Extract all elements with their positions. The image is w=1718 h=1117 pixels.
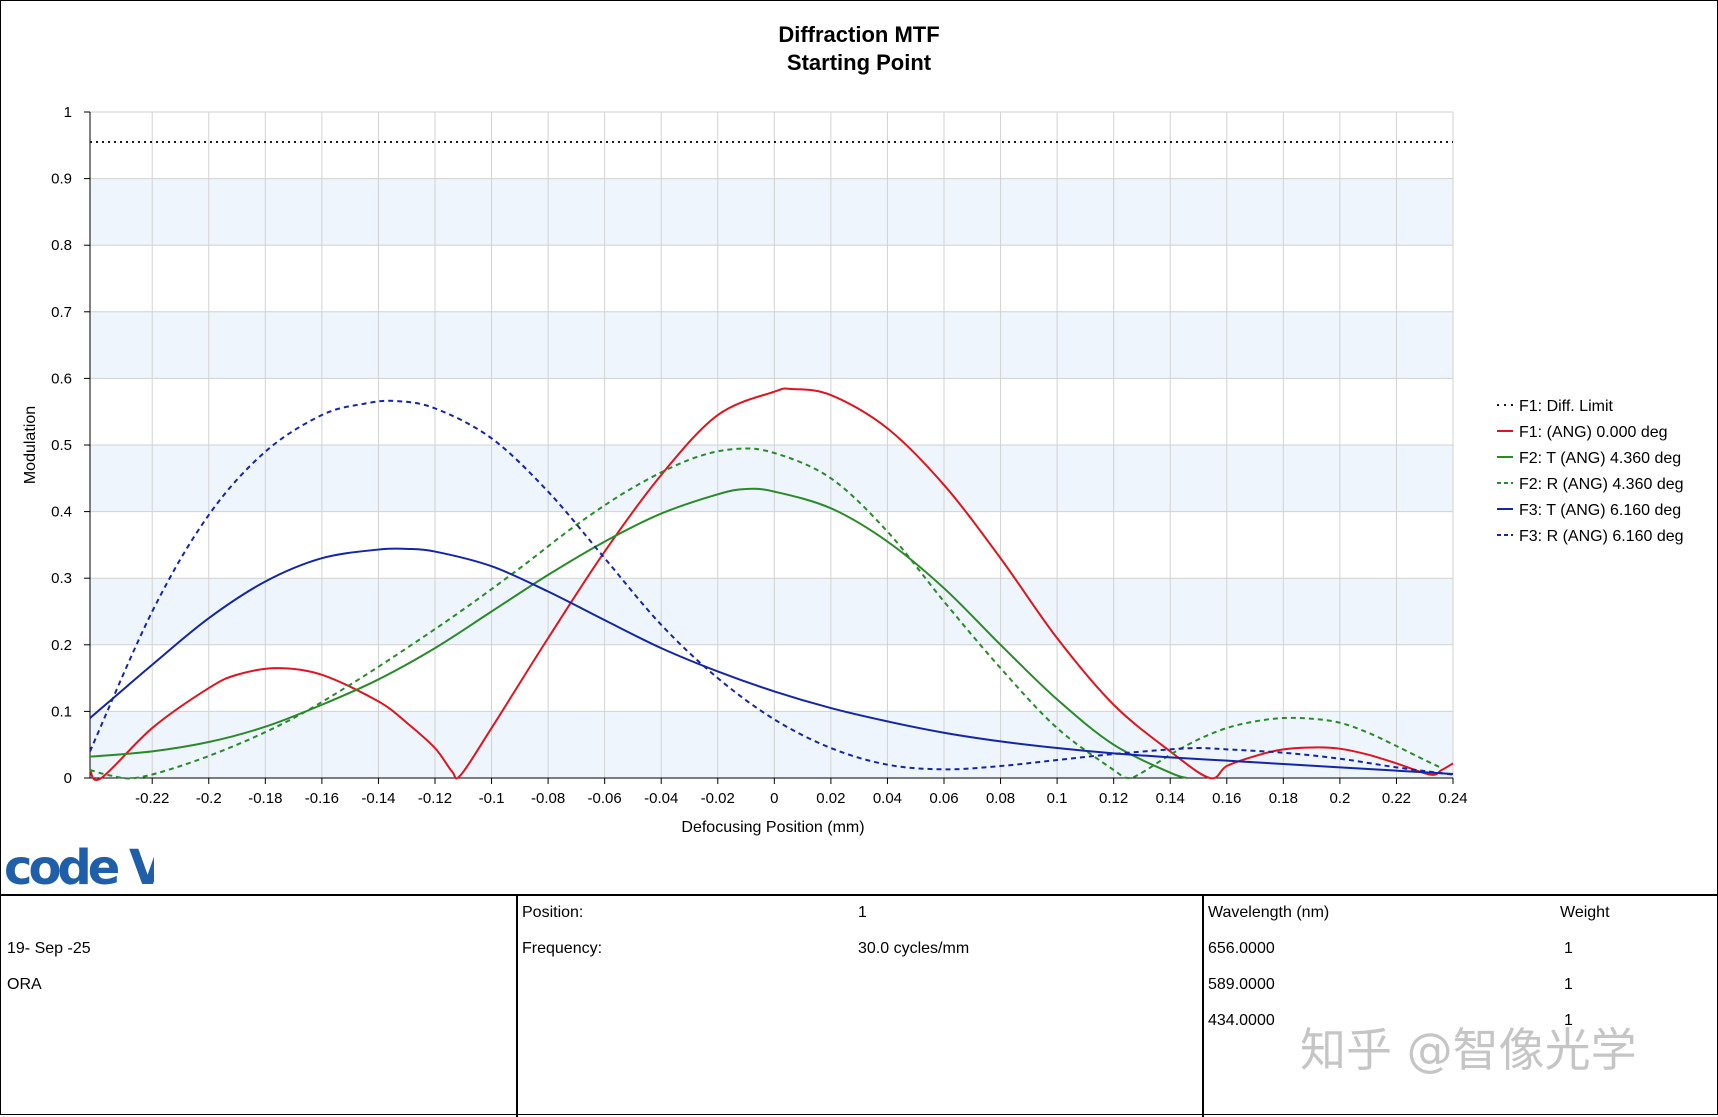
x-tick-label: 0.14 [1156,790,1185,807]
y-tick-label: 0.5 [51,437,72,454]
x-tick-label: -0.02 [701,790,735,807]
y-tick-label: 0.9 [51,171,72,188]
y-tick-label: 0.1 [51,703,72,720]
legend-label: F2: R (ANG) 4.360 deg [1519,476,1684,493]
chart-title: Diffraction MTF [778,22,939,47]
x-tick-label: -0.04 [644,790,678,807]
chart-subtitle: Starting Point [787,50,932,75]
legend-label: F3: T (ANG) 6.160 deg [1519,502,1681,519]
background-bands [90,178,1453,778]
series-line-5 [89,399,1454,776]
weight-value: 1 [1564,976,1573,993]
x-tick-label: -0.1 [479,790,505,807]
info-column-left: 19- Sep -25 ORA [0,896,518,1117]
gridlines [90,111,1454,779]
x-tick-label: -0.2 [196,790,222,807]
x-tick-label: -0.18 [248,790,282,807]
y-tick-label: 0.4 [51,504,72,521]
legend-label: F1: (ANG) 0.000 deg [1519,424,1668,441]
axes [84,111,1454,784]
x-tick-label: -0.08 [531,790,565,807]
legend-label: F3: R (ANG) 6.160 deg [1519,528,1684,545]
x-tick-label: 0.24 [1438,790,1467,807]
position-value: 1 [858,904,867,921]
y-tick-label: 0.7 [51,304,72,321]
x-tick-label: 0.1 [1047,790,1068,807]
legend: F1: Diff. Limit F1: (ANG) 0.000 deg F2: T … [1497,398,1684,545]
legend-label: F1: Diff. Limit [1519,398,1614,415]
band [90,578,1453,645]
x-tick-label: 0 [770,790,778,807]
x-tick-label: -0.12 [418,790,452,807]
position-label: Position: [522,904,584,921]
frequency-value: 30.0 cycles/mm [858,940,970,957]
x-tick-label: -0.16 [305,790,339,807]
weight-header: Weight [1560,904,1610,921]
series-line-4 [89,547,1454,776]
wavelength-value: 589.0000 [1208,976,1275,993]
x-axis-title: Defocusing Position (mm) [681,819,864,836]
mtf-chart: -0.22 -0.2 -0.18 -0.16 -0.14 -0.12 -0.1 -0.08 -0… [22,22,1684,836]
org-text: ORA [7,976,42,993]
weight-value: 1 [1564,940,1573,957]
x-tick-label: -0.14 [361,790,395,807]
x-tick-label: 0.16 [1212,790,1241,807]
x-tick-label: 0.04 [873,790,902,807]
y-tick-label: 0 [64,770,72,787]
legend-label: F2: T (ANG) 4.360 deg [1519,450,1681,467]
x-tick-label: -0.22 [135,790,169,807]
frequency-label: Frequency: [522,940,603,957]
y-tick-label: 0.6 [51,370,72,387]
date-text: 19- Sep -25 [7,940,91,957]
x-tick-label: 0.2 [1329,790,1350,807]
codev-logo: code V [4,840,154,890]
svg-text:code V: code V [4,840,154,890]
x-tick-label: 0.08 [986,790,1015,807]
x-tick-label: 0.02 [816,790,845,807]
data-series [89,140,1454,781]
series-line-3 [89,447,1443,780]
y-tick-label: 0.2 [51,637,72,654]
x-tick-label: -0.06 [588,790,622,807]
info-column-middle: Position: 1 Frequency: 30.0 cycles/mm [518,896,1204,1117]
x-tick-label: 0.22 [1382,790,1411,807]
band [90,445,1453,512]
x-tick-label: 0.18 [1269,790,1298,807]
wavelength-value: 656.0000 [1208,940,1275,957]
info-table: 19- Sep -25 ORA Position: 1 Frequency: 3… [0,894,1718,1117]
band [90,178,1453,246]
x-tick-label: 0.06 [929,790,958,807]
y-tick-label: 0.8 [51,237,72,254]
y-tick-label: 1 [64,104,72,121]
y-tick-label: 0.3 [51,570,72,587]
watermark-text: 知乎 @智像光学 [1300,1023,1637,1077]
weight-value: 1 [1564,1012,1573,1029]
wavelength-header: Wavelength (nm) [1208,904,1330,921]
y-axis-title: Modulation [22,406,39,484]
tick-labels: -0.22 -0.2 -0.18 -0.16 -0.14 -0.12 -0.1 -0.08 -0… [51,104,1467,807]
band [90,311,1453,379]
series-line-1 [89,387,1454,781]
band [90,711,1453,778]
info-column-right: Wavelength (nm) Weight 656.0000 1 589.00… [1204,896,1718,1117]
wavelength-value: 434.0000 [1208,1012,1275,1029]
x-tick-label: 0.12 [1099,790,1128,807]
